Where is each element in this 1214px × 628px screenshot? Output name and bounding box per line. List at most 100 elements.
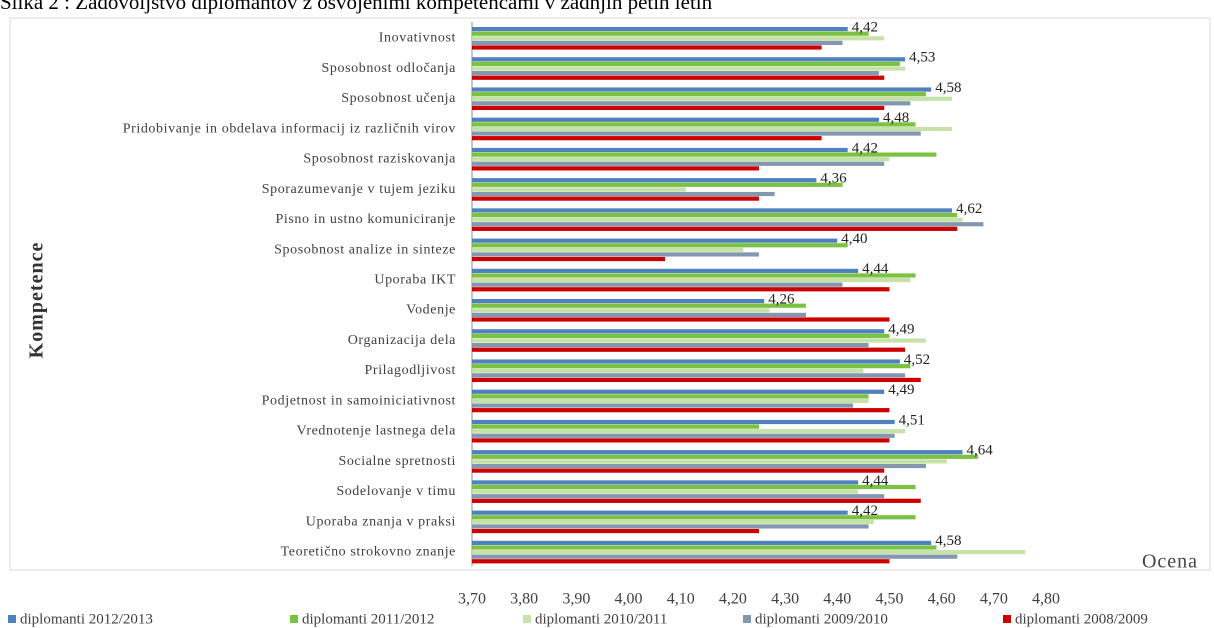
y-tick-label: Vrednotenje lastnega dela bbox=[296, 424, 456, 439]
data-label: 4,53 bbox=[909, 50, 935, 66]
bar bbox=[472, 36, 885, 41]
bar bbox=[472, 459, 947, 464]
data-label: 4,58 bbox=[935, 533, 961, 549]
legend-label: diplomanti 2011/2012 bbox=[302, 611, 434, 627]
y-tick-label: Sposobnost raziskovanja bbox=[303, 152, 456, 167]
bar bbox=[472, 364, 911, 369]
x-tick-label: 4,80 bbox=[1032, 591, 1060, 608]
y-tick-label: Sposobnost analize in sinteze bbox=[274, 242, 456, 257]
bar bbox=[472, 403, 853, 408]
legend-label: diplomanti 2012/2013 bbox=[20, 611, 153, 627]
x-tick-label: 4,50 bbox=[875, 591, 903, 608]
bar bbox=[472, 191, 775, 197]
bar bbox=[472, 256, 666, 262]
y-tick-label: Vodenje bbox=[406, 303, 456, 318]
bar bbox=[472, 31, 869, 36]
bar bbox=[472, 238, 838, 243]
x-tick-label: 3,70 bbox=[458, 591, 486, 608]
bar bbox=[472, 408, 890, 413]
bar bbox=[472, 287, 890, 292]
legend-label: diplomanti 2009/2010 bbox=[755, 611, 888, 627]
bar bbox=[472, 126, 953, 132]
y-tick-label: Pisno in ustno komuniciranje bbox=[275, 212, 456, 227]
y-tick-label: Organizacija dela bbox=[348, 333, 456, 348]
data-label: 4,42 bbox=[852, 503, 878, 519]
bar bbox=[472, 368, 864, 373]
bar bbox=[472, 96, 953, 101]
bar bbox=[472, 450, 963, 455]
bar bbox=[472, 333, 890, 339]
bar bbox=[472, 61, 900, 67]
bar bbox=[472, 226, 958, 231]
x-tick-label: 4,40 bbox=[823, 591, 851, 608]
bar bbox=[472, 299, 765, 304]
bar bbox=[472, 152, 937, 157]
bar bbox=[472, 498, 921, 503]
bar bbox=[472, 45, 822, 50]
bar bbox=[472, 27, 848, 32]
x-tick-label: 3,80 bbox=[510, 591, 538, 608]
x-tick-label: 4,10 bbox=[667, 591, 695, 608]
data-label: 4,44 bbox=[862, 261, 889, 277]
legend-swatch bbox=[743, 615, 751, 623]
bar bbox=[472, 424, 759, 429]
data-label: 4,49 bbox=[888, 322, 914, 338]
bar bbox=[472, 389, 885, 394]
y-tick-label: Socialne spretnosti bbox=[338, 454, 456, 469]
bar bbox=[472, 268, 859, 273]
bar bbox=[472, 519, 874, 524]
bar bbox=[472, 559, 890, 564]
legend-label: diplomanti 2010/2011 bbox=[535, 611, 667, 627]
bar bbox=[472, 161, 885, 166]
bar bbox=[472, 117, 880, 122]
data-label: 4,26 bbox=[768, 291, 795, 307]
bar bbox=[472, 282, 843, 287]
data-label: 4,42 bbox=[852, 19, 878, 35]
bar bbox=[472, 136, 822, 141]
bar bbox=[472, 105, 885, 111]
x-axis-label: Ocena bbox=[1142, 551, 1198, 573]
legend-swatch bbox=[523, 615, 531, 623]
bar bbox=[472, 182, 843, 187]
bar bbox=[472, 166, 759, 171]
y-tick-label: Pridobivanje in obdelava informacij iz r… bbox=[123, 121, 456, 136]
bar bbox=[472, 252, 759, 257]
bar bbox=[472, 178, 817, 183]
chart-title: Slika 2 : Zadovoljstvo diplomantov z osv… bbox=[0, 0, 713, 14]
bar bbox=[472, 524, 869, 529]
bar bbox=[472, 196, 759, 201]
y-axis-label: Kompetence bbox=[26, 242, 48, 359]
data-label: 4,52 bbox=[904, 352, 930, 368]
bar bbox=[472, 71, 880, 76]
bar bbox=[472, 131, 921, 136]
y-tick-label: Uporaba znanja v praksi bbox=[306, 514, 456, 529]
bar bbox=[472, 429, 906, 434]
bar bbox=[472, 377, 921, 383]
bar bbox=[472, 494, 885, 499]
bar bbox=[472, 489, 859, 494]
bar bbox=[472, 208, 953, 213]
x-tick-label: 4,00 bbox=[615, 591, 643, 608]
bar bbox=[472, 394, 869, 399]
bar bbox=[472, 433, 895, 438]
bar bbox=[472, 329, 885, 334]
bar bbox=[472, 468, 885, 473]
bar bbox=[472, 510, 848, 515]
bar bbox=[472, 217, 963, 222]
data-label: 4,44 bbox=[862, 473, 889, 489]
x-tick-label: 4,30 bbox=[771, 591, 799, 608]
bar bbox=[472, 398, 869, 404]
bar bbox=[472, 187, 686, 192]
bar bbox=[472, 277, 911, 283]
data-label: 4,36 bbox=[820, 171, 847, 187]
bar bbox=[472, 554, 958, 559]
legend-label: diplomanti 2008/2009 bbox=[1015, 611, 1148, 627]
bar bbox=[472, 312, 806, 317]
bar bbox=[472, 212, 958, 218]
y-tick-label: Prilagodljivost bbox=[365, 363, 456, 378]
bar bbox=[472, 101, 911, 106]
bar bbox=[472, 454, 979, 459]
data-label: 4,58 bbox=[935, 80, 961, 96]
data-label: 4,42 bbox=[852, 140, 878, 156]
